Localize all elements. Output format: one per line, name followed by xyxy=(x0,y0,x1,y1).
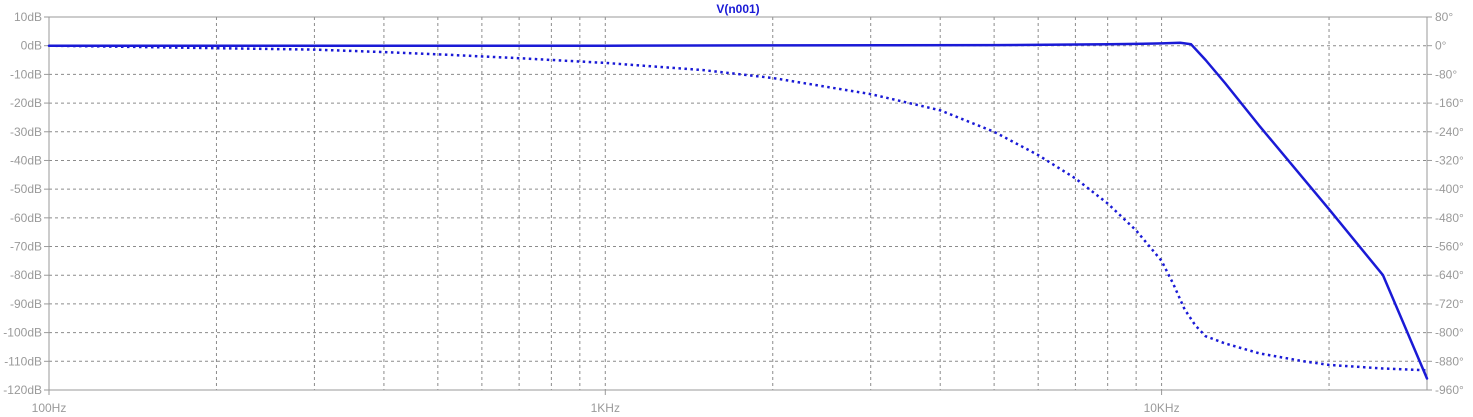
right-tick-label: -80° xyxy=(1435,67,1457,81)
left-tick-label: -20dB xyxy=(10,96,42,110)
x-tick-label: 10KHz xyxy=(1144,401,1180,415)
left-tick-label: -100dB xyxy=(3,326,42,340)
left-tick-label: -10dB xyxy=(10,67,42,81)
left-tick-label: 0dB xyxy=(21,39,42,53)
left-tick-label: -120dB xyxy=(3,383,42,397)
left-tick-label: -30dB xyxy=(10,125,42,139)
right-tick-label: -320° xyxy=(1435,153,1464,167)
x-tick-label: 1KHz xyxy=(591,401,620,415)
x-tick-label: 100Hz xyxy=(32,401,67,415)
right-tick-label: -400° xyxy=(1435,182,1464,196)
right-tick-label: -240° xyxy=(1435,125,1464,139)
plot-frame xyxy=(48,16,1428,391)
right-tick-label: -480° xyxy=(1435,211,1464,225)
left-tick-label: -70dB xyxy=(10,240,42,254)
phase-series-line xyxy=(48,44,1428,372)
left-tick-label: 10dB xyxy=(14,10,42,24)
left-tick-label: -80dB xyxy=(10,268,42,282)
series-layer xyxy=(47,41,1429,380)
right-tick-label: -880° xyxy=(1435,354,1464,368)
right-tick-label: 0° xyxy=(1435,39,1447,53)
left-tick-label: -60dB xyxy=(10,211,42,225)
right-tick-label: 80° xyxy=(1435,10,1453,24)
left-tick-label: -90dB xyxy=(10,297,42,311)
left-tick-label: -110dB xyxy=(4,354,42,368)
right-tick-label: -640° xyxy=(1435,268,1464,282)
x-axis-tick-labels: 100Hz 1KHz 10KHz xyxy=(32,390,1180,415)
chart-title: V(n001) xyxy=(716,2,759,16)
left-axis-tick-labels: 10dB 0dB -10dB -20dB -30dB -40dB -50dB -60dB -70… xyxy=(3,10,49,397)
left-tick-label: -40dB xyxy=(10,153,42,167)
right-tick-label: -720° xyxy=(1435,297,1464,311)
right-tick-label: -560° xyxy=(1435,240,1464,254)
magnitude-series-line xyxy=(47,41,1429,380)
right-axis-tick-labels: 80° 0° -80° -160° -240° -320° -400° -480° -560° -… xyxy=(1427,10,1464,397)
right-tick-label: -160° xyxy=(1435,96,1464,110)
left-tick-label: -50dB xyxy=(10,182,42,196)
right-tick-label: -800° xyxy=(1435,326,1464,340)
right-tick-label: -960° xyxy=(1435,383,1464,397)
